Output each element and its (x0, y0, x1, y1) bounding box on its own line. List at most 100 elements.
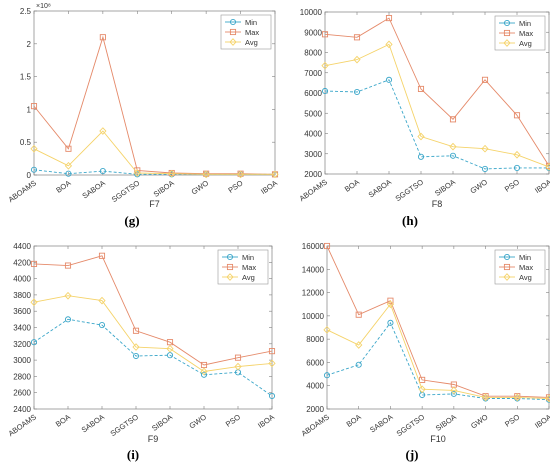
series-line-max (326, 245, 550, 398)
y-tick-label: 4000 (306, 382, 324, 391)
y-tick-label: 12000 (302, 289, 325, 298)
series-line-avg (324, 43, 550, 168)
data-point-avg (236, 170, 245, 179)
data-point-min (353, 88, 361, 96)
data-point-avg (234, 362, 242, 371)
y-tick-label: 9000 (304, 28, 322, 37)
x-tick-label: IBOA (533, 412, 550, 430)
data-point-min (30, 339, 38, 346)
data-point-avg (200, 367, 208, 376)
legend-label: Min (519, 253, 531, 262)
chart-f9: 2400 2600 2800 3000 3200 3400 3600 3800 4000 4200… (7, 242, 276, 444)
data-point-avg (450, 386, 458, 395)
x-tick-label: GWO (468, 177, 489, 195)
data-point-max (268, 348, 276, 355)
y-exponent-label: ×10⁸ (36, 3, 51, 10)
data-point-min (98, 322, 106, 329)
x-tick-label: GWO (187, 412, 208, 430)
data-point-max (353, 34, 361, 41)
panel-caption: (j) (405, 447, 419, 462)
legend-label: Avg (519, 39, 532, 48)
data-point-min (513, 164, 521, 171)
series-line-avg (326, 303, 550, 399)
data-point-min (65, 170, 72, 177)
y-tick-label: 4000 (13, 275, 31, 284)
legend-label: Min (242, 253, 254, 262)
data-point-max (481, 76, 489, 83)
series-line-max (324, 17, 550, 167)
data-point-min (450, 390, 457, 397)
x-tick-label: SIBOA (434, 412, 458, 433)
data-point-max (234, 354, 242, 361)
x-tick-label: BOA (343, 177, 361, 193)
data-point-min (417, 153, 425, 160)
legend-marker (503, 19, 511, 27)
y-tick-label: 2000 (304, 170, 322, 179)
y-tick-label: 2.5 (20, 7, 32, 16)
chart-panel-h: 2000 3000 4000 5000 6000 7000 8000 9000 10000 ABO… (275, 0, 550, 235)
data-point-avg (513, 150, 521, 159)
x-tick-label: GWO (190, 178, 211, 196)
data-point-avg (271, 170, 279, 179)
x-tick-label: SGGTSO (395, 412, 427, 438)
x-tick-label: PSO (224, 412, 242, 429)
y-tick-label: 2800 (13, 372, 31, 381)
y-tick-label: 0 (27, 171, 32, 180)
data-point-max (65, 145, 72, 152)
data-point-max (99, 34, 106, 41)
x-tick-label: PSO (503, 177, 521, 194)
y-tick-label: 8000 (304, 49, 322, 58)
data-point-min (449, 152, 457, 159)
y-tick-label: 0.5 (20, 138, 32, 147)
series-line-min (33, 318, 273, 397)
legend-label: Max (519, 263, 533, 272)
data-point-avg (166, 344, 174, 353)
legend-label: Avg (242, 273, 255, 282)
y-tick-label: 14000 (302, 265, 325, 274)
series-line-max (33, 35, 276, 175)
data-point-avg (30, 298, 38, 307)
data-point-min (166, 352, 174, 359)
data-point-max (166, 339, 174, 346)
data-point-avg (513, 393, 521, 402)
legend-marker (226, 263, 234, 271)
x-tick-label: SABOA (80, 412, 106, 434)
chart-title: F10 (430, 434, 446, 444)
x-tick-label: SABOA (367, 177, 393, 199)
legend-marker (503, 273, 511, 281)
data-point-avg (30, 144, 38, 153)
data-point-min (355, 361, 362, 368)
legend-marker (226, 273, 234, 281)
y-tick-label: 3400 (13, 324, 31, 333)
legend-label: Max (245, 28, 259, 37)
data-point-max (417, 85, 425, 92)
chart-title: F9 (148, 434, 159, 444)
data-point-avg (202, 170, 210, 179)
data-point-avg (323, 325, 331, 334)
legend-label: Max (519, 29, 533, 38)
legend-marker (503, 263, 511, 271)
data-point-avg (481, 144, 489, 153)
y-tick-label: 10000 (302, 312, 325, 321)
y-tick-label: 2400 (13, 405, 31, 414)
y-tick-label: 2600 (13, 389, 31, 398)
data-point-avg (545, 394, 550, 403)
legend-marker (229, 18, 237, 26)
data-point-min (132, 352, 140, 360)
legend-label: Min (519, 19, 531, 28)
x-tick-label: SGGTSO (110, 178, 142, 204)
data-point-min (268, 392, 276, 400)
x-tick-label: SIBOA (152, 178, 176, 199)
y-tick-label: 1 (27, 105, 32, 114)
x-tick-label: PSO (226, 178, 244, 195)
x-tick-label: GWO (469, 412, 490, 430)
chart-f7: 0 0.5 1 1.5 2 2.5 ×10⁸ ABOAMS BOA SABOA SGGTSO SIBO… (7, 3, 279, 209)
chart-f8: 2000 3000 4000 5000 6000 7000 8000 9000 10000 ABO… (298, 8, 550, 209)
y-tick-label: 6000 (304, 89, 322, 98)
x-tick-label: SGGTSO (109, 412, 141, 438)
x-tick-label: SABOA (81, 178, 107, 200)
chart-f10: 2000 4000 6000 8000 10000 12000 14000 16000 ABOA… (300, 242, 550, 444)
x-tick-label: SIBOA (150, 412, 174, 433)
legend-label: Min (245, 18, 257, 27)
legend-marker (226, 253, 234, 261)
